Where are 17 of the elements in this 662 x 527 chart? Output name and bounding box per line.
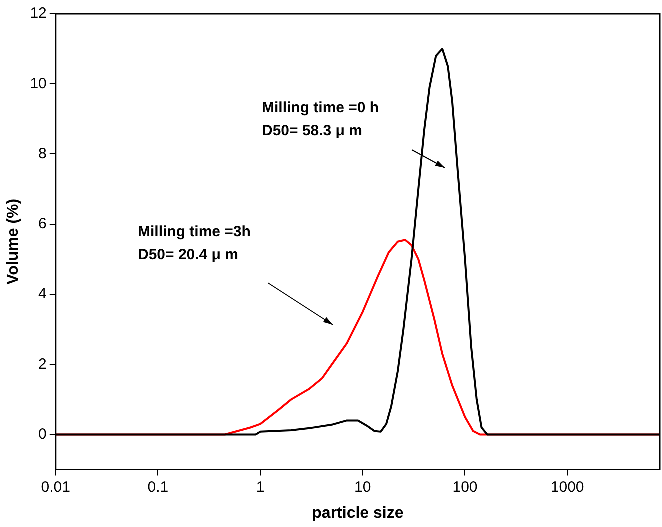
y-tick-label: 10 [30,75,47,92]
x-tick-label: 1 [256,478,265,496]
annotation: Milling time =3h D50= 20.4 μ m [138,224,251,264]
x-tick-label: 1000 [550,478,584,496]
x-tick-label: 0.01 [41,478,70,496]
y-tick-label: 0 [38,426,47,443]
x-tick-label: 0.1 [148,478,169,496]
x-tick-label: 100 [452,478,478,496]
x-axis-title: particle size [312,504,404,522]
y-tick-label: 4 [38,286,47,303]
y-tick-label: 6 [38,216,47,233]
y-tick-label: 12 [30,5,47,22]
y-axis-title: Volume (%) [5,198,22,285]
y-tick-label: 8 [38,145,47,162]
y-tick-label: 2 [38,356,47,373]
annotation: Milling time =0 h D50= 58.3 μ m [262,100,380,140]
x-tick-label: 10 [354,478,372,496]
